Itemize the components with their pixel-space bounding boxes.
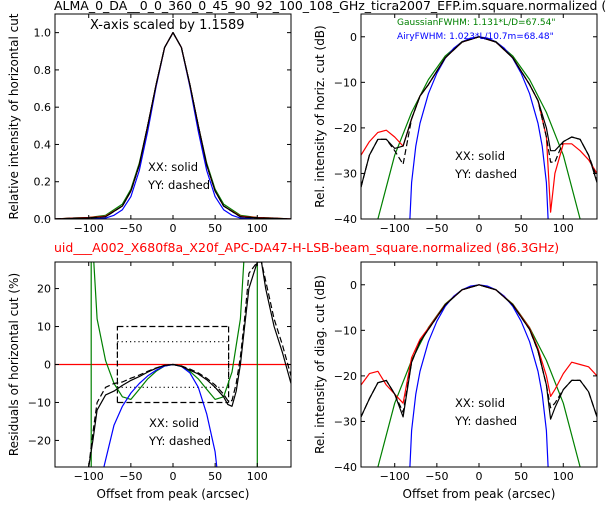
x-tick-label: 50 <box>514 470 528 483</box>
x-tick-label: −100 <box>380 470 410 483</box>
x-axis-label: Offset from peak (arcsec) <box>97 487 250 501</box>
x-tick-label: 100 <box>247 222 268 235</box>
x-tick-label: −50 <box>119 470 142 483</box>
series-line <box>409 36 549 219</box>
series-line <box>116 325 230 403</box>
legend-yy: YY: dashed <box>454 167 517 181</box>
y-tick-label: −10 <box>334 76 357 89</box>
legend-yy: YY: dashed <box>147 178 210 192</box>
x-tick-label: 100 <box>553 470 574 483</box>
y-tick-label: 0 <box>44 359 51 372</box>
series-group <box>361 36 597 219</box>
x-tick-label: 100 <box>247 470 268 483</box>
series-group <box>361 284 597 467</box>
y-tick-label: −20 <box>28 434 51 447</box>
y-tick-label: 0.0 <box>34 213 52 226</box>
y-tick-label: 0 <box>350 279 357 292</box>
figure-subtitle: uid___A002_X680f8a_X20f_APC-DA47-H-LSB-b… <box>54 240 559 255</box>
y-axis-label: Rel. intensity of horiz. cut (dB) <box>313 25 327 207</box>
x-axis-label: Offset from peak (arcsec) <box>403 487 556 501</box>
x-tick-label: 0 <box>170 470 177 483</box>
y-tick-label: 10 <box>37 321 51 334</box>
x-tick-label: −100 <box>74 470 104 483</box>
y-tick-label: 0.2 <box>34 176 52 189</box>
legend-yy: YY: dashed <box>148 434 211 448</box>
y-tick-label: −10 <box>28 396 51 409</box>
series-group <box>55 262 291 467</box>
y-tick-label: −10 <box>334 324 357 337</box>
y-tick-label: −20 <box>334 122 357 135</box>
scale-annotation: X-axis scaled by 1.1589 <box>90 18 245 33</box>
legend-xx: XX: solid <box>455 149 505 163</box>
y-tick-label: 20 <box>37 283 51 296</box>
x-tick-label: 0 <box>170 222 177 235</box>
series-line <box>93 262 245 400</box>
series-group <box>55 31 291 219</box>
x-tick-label: −50 <box>425 470 448 483</box>
y-axis-label: Residuals of horizontal cut (%) <box>7 273 21 456</box>
y-tick-label: −30 <box>334 415 357 428</box>
x-tick-label: 50 <box>514 222 528 235</box>
series-line <box>361 36 597 188</box>
series-line <box>103 363 218 467</box>
y-tick-label: 0.6 <box>34 101 52 114</box>
x-tick-label: 100 <box>553 222 574 235</box>
series-line <box>361 284 597 418</box>
figure-title: ALMA_0_DA__0_0_360_0_45_90_92_100_108_GH… <box>54 0 606 13</box>
x-tick-label: −50 <box>425 222 448 235</box>
x-tick-label: −100 <box>74 222 104 235</box>
y-tick-label: −40 <box>334 213 357 226</box>
series-line <box>55 31 291 219</box>
x-tick-label: −50 <box>119 222 142 235</box>
y-axis-label: Relative intensity of horizontal cut <box>7 13 21 219</box>
fwhm-note: AiryFWHM: 1.023*L/10.7m=68.48" <box>397 32 554 42</box>
x-tick-label: 50 <box>208 222 222 235</box>
series-line <box>88 262 291 467</box>
legend-xx: XX: solid <box>149 416 199 430</box>
plot-frame <box>360 13 598 220</box>
y-tick-label: 0.8 <box>34 64 52 77</box>
x-tick-label: 50 <box>208 470 222 483</box>
x-tick-label: 0 <box>476 470 483 483</box>
x-tick-label: −100 <box>380 222 410 235</box>
legend-yy: YY: dashed <box>454 414 517 428</box>
y-tick-label: −20 <box>334 370 357 383</box>
plot-frame <box>360 261 598 468</box>
y-axis-label: Rel. intensity of diag. cut (dB) <box>313 275 327 454</box>
series-line <box>361 36 597 188</box>
legend-xx: XX: solid <box>455 396 505 410</box>
y-tick-label: 0.4 <box>34 138 52 151</box>
x-tick-label: 0 <box>476 222 483 235</box>
panel-horizontal-intensity: −100 −50 0 50 100 0.0 0.2 0.4 0.6 0.8 1.0 Relative … <box>7 13 292 235</box>
series-line <box>88 262 291 467</box>
legend-xx: XX: solid <box>148 160 198 174</box>
y-tick-label: 0 <box>350 31 357 44</box>
series-line <box>361 284 597 404</box>
y-tick-label: −40 <box>334 461 357 474</box>
fwhm-note: GaussianFWHM: 1.131*L/D=67.54" <box>397 18 555 28</box>
y-tick-label: 1.0 <box>34 27 52 40</box>
series-line <box>409 284 549 467</box>
series-line <box>361 36 597 213</box>
y-tick-label: −30 <box>334 167 357 180</box>
